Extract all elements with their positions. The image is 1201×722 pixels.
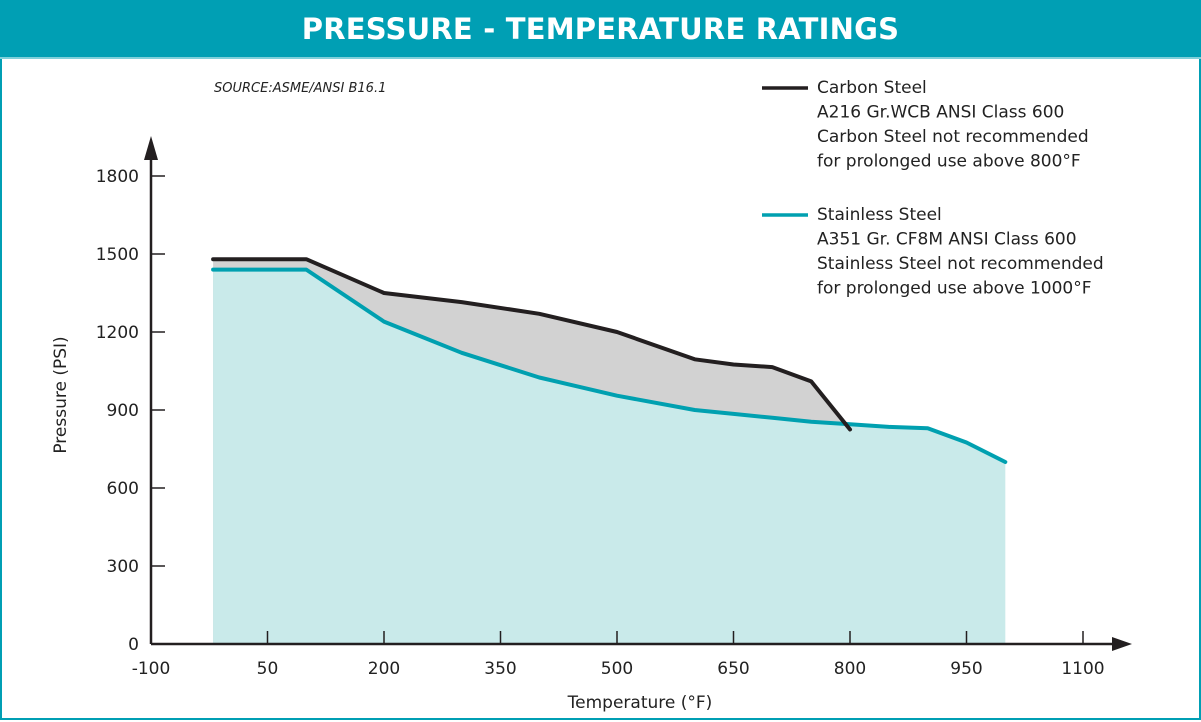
series-lines	[211, 257, 1008, 464]
page-title: PRESSURE - TEMPERATURE RATINGS	[301, 11, 900, 46]
y-tick-label: 600	[107, 479, 139, 499]
x-tick-label: 950	[950, 659, 982, 679]
y-tick-label: 1500	[96, 245, 139, 265]
y-axis-label: Pressure (PSI)	[51, 336, 71, 453]
stainless-legend-text: Stainless Steel	[817, 205, 942, 225]
carbon-legend-text: Carbon Steel not recommended	[817, 127, 1089, 147]
stainless-legend-text: for prolonged use above 1000°F	[817, 279, 1092, 299]
y-tick-label: 0	[128, 635, 139, 655]
y-tick-label: 1200	[96, 323, 139, 343]
y-tick-label: 300	[107, 557, 139, 577]
y-axis-arrow-icon	[144, 136, 158, 160]
carbon-legend-text: Carbon Steel	[817, 78, 927, 98]
x-tick-label: 650	[717, 659, 749, 679]
title-bar: PRESSURE - TEMPERATURE RATINGS	[0, 0, 1201, 59]
x-axis-label: Temperature (°F)	[567, 693, 713, 713]
stainless-steel-area	[213, 269, 1006, 644]
stainless-legend-text: Stainless Steel not recommended	[817, 254, 1104, 274]
carbon-legend-text: for prolonged use above 800°F	[817, 152, 1081, 172]
carbon-steel-line	[211, 257, 852, 432]
area-fills	[213, 259, 1006, 644]
x-tick-label: -100	[132, 659, 171, 679]
x-tick-label: 1100	[1061, 659, 1104, 679]
x-axis-arrow-icon	[1112, 637, 1132, 651]
carbon-legend-text: A216 Gr.WCB ANSI Class 600	[817, 103, 1064, 123]
x-tick-label: 800	[834, 659, 866, 679]
y-tick-label: 900	[107, 401, 139, 421]
x-tick-label: 500	[601, 659, 633, 679]
source-note: SOURCE:ASME/ANSI B16.1	[214, 81, 386, 96]
axes: -100 50 200 350 500 650 800 950 1100 0 300 600 900 12…	[96, 136, 1132, 679]
title-separator	[0, 57, 1201, 59]
legend: Carbon Steel A216 Gr.WCB ANSI Class 600 Ca…	[762, 78, 1104, 299]
x-tick-label: 350	[484, 659, 516, 679]
stainless-legend-text: A351 Gr. CF8M ANSI Class 600	[817, 230, 1077, 250]
x-tick-label: 50	[257, 659, 279, 679]
y-tick-label: 1800	[96, 167, 139, 187]
x-tick-label: 200	[368, 659, 400, 679]
stainless-steel-line	[211, 267, 1008, 464]
